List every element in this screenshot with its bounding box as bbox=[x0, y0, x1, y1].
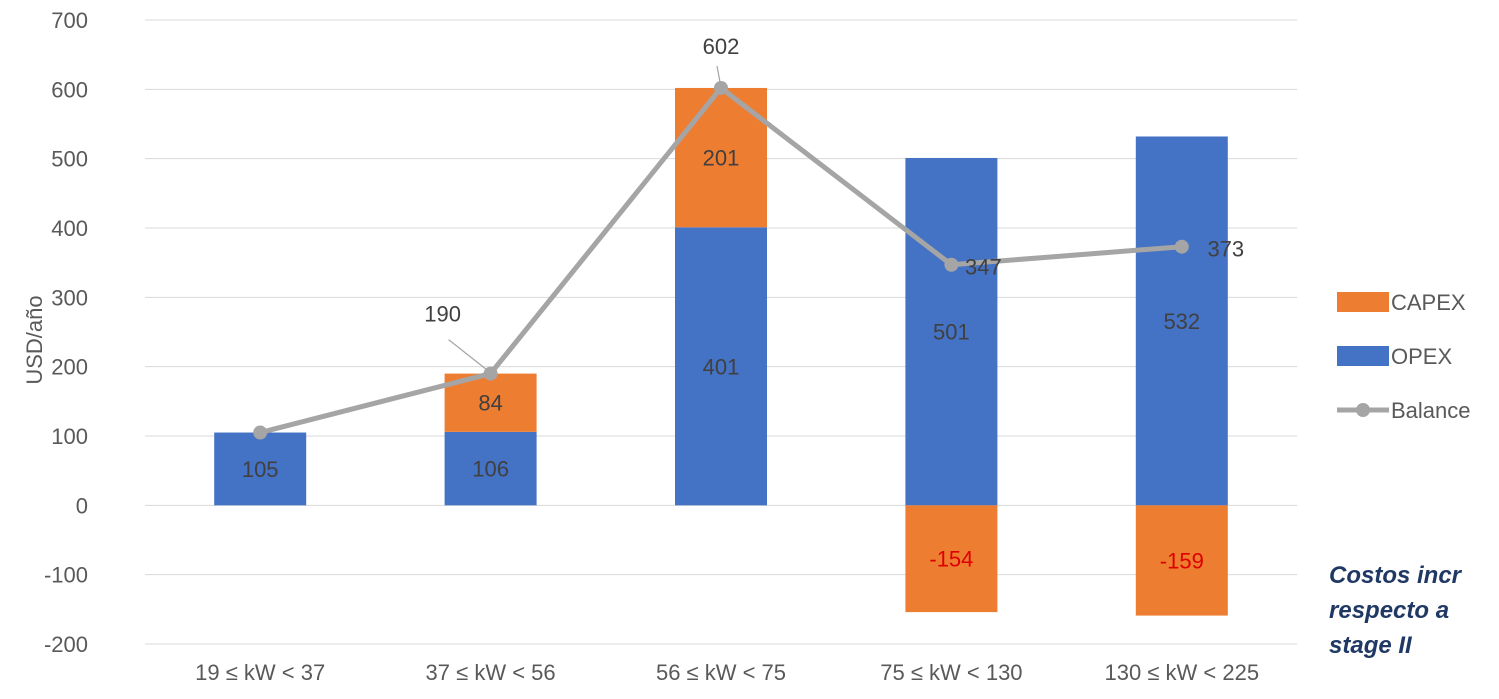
y-tick-label: 700 bbox=[51, 8, 88, 33]
y-tick-label: 400 bbox=[51, 216, 88, 241]
balance-data-labels: 190 602 347 373 bbox=[424, 34, 1244, 371]
y-tick-label: -100 bbox=[44, 563, 88, 588]
balance-point bbox=[253, 425, 268, 440]
balance-line bbox=[253, 80, 1189, 440]
x-tick-label: 37 ≤ kW < 56 bbox=[426, 660, 556, 685]
opex-bar bbox=[444, 431, 537, 506]
y-tick-label: 300 bbox=[51, 285, 88, 310]
capex-legend-label: CAPEX bbox=[1391, 290, 1466, 315]
opex-bar bbox=[214, 432, 307, 506]
balance-point bbox=[714, 80, 728, 95]
balance-data-label: 347 bbox=[965, 255, 1002, 280]
x-tick-label: 75 ≤ kW < 130 bbox=[880, 660, 1022, 685]
annotation-line-2: respecto a bbox=[1329, 597, 1450, 624]
capex-data-label: -159 bbox=[1160, 548, 1204, 573]
opex-data-label: 401 bbox=[703, 354, 740, 379]
opex-bar bbox=[1135, 136, 1228, 506]
bars bbox=[214, 87, 1228, 616]
y-tick-label: 0 bbox=[76, 493, 88, 518]
capex-legend-swatch bbox=[1337, 292, 1389, 312]
balance-point bbox=[483, 366, 498, 381]
y-tick-label: 600 bbox=[51, 77, 88, 102]
legend: CAPEX OPEX Balance bbox=[1337, 290, 1471, 423]
annotation-line-1: Costos incr bbox=[1329, 562, 1462, 589]
balance-legend-marker bbox=[1356, 403, 1370, 417]
x-axis-tick-labels: 19 ≤ kW < 37 37 ≤ kW < 56 56 ≤ kW < 75 75 ≤… bbox=[195, 660, 1259, 685]
balance-point bbox=[1174, 239, 1189, 254]
annotation-note: Costos incr respecto a stage II bbox=[1329, 558, 1499, 663]
opex-bar bbox=[675, 227, 767, 506]
balance-data-label: 373 bbox=[1207, 237, 1244, 262]
capex-data-label: -154 bbox=[929, 547, 973, 572]
y-axis-tick-labels: -200 -100 0 100 200 300 400 500 600 700 bbox=[44, 8, 88, 657]
capex-bar bbox=[1135, 505, 1228, 616]
x-tick-label: 130 ≤ kW < 225 bbox=[1105, 660, 1260, 685]
capex-data-label: 84 bbox=[478, 391, 502, 416]
y-tick-label: 500 bbox=[51, 147, 88, 172]
x-tick-label: 56 ≤ kW < 75 bbox=[656, 660, 786, 685]
opex-data-label: 106 bbox=[472, 457, 509, 482]
y-tick-label: 100 bbox=[51, 424, 88, 449]
balance-point bbox=[944, 257, 959, 272]
opex-data-label: 501 bbox=[933, 320, 970, 345]
annotation-line-3: stage II bbox=[1329, 632, 1412, 659]
balance-data-label: 190 bbox=[424, 302, 461, 327]
leader-line bbox=[716, 65, 721, 83]
opex-data-label: 105 bbox=[242, 457, 279, 482]
bar-data-labels: 105 106 84 401 201 501 -154 532 -159 bbox=[242, 146, 1204, 574]
opex-legend-label: OPEX bbox=[1391, 344, 1452, 369]
balance-legend-label: Balance bbox=[1391, 398, 1471, 423]
y-tick-label: -200 bbox=[44, 632, 88, 657]
opex-legend-swatch bbox=[1337, 346, 1389, 366]
x-tick-label: 19 ≤ kW < 37 bbox=[195, 660, 325, 685]
opex-bar bbox=[905, 157, 998, 506]
capex-data-label: 201 bbox=[703, 146, 740, 171]
capex-bar bbox=[905, 505, 998, 613]
balance-data-label: 602 bbox=[703, 34, 740, 59]
y-axis-label: USD/año bbox=[22, 295, 47, 384]
y-tick-label: 200 bbox=[51, 355, 88, 380]
opex-data-label: 532 bbox=[1163, 309, 1200, 334]
leader-line bbox=[448, 339, 487, 371]
